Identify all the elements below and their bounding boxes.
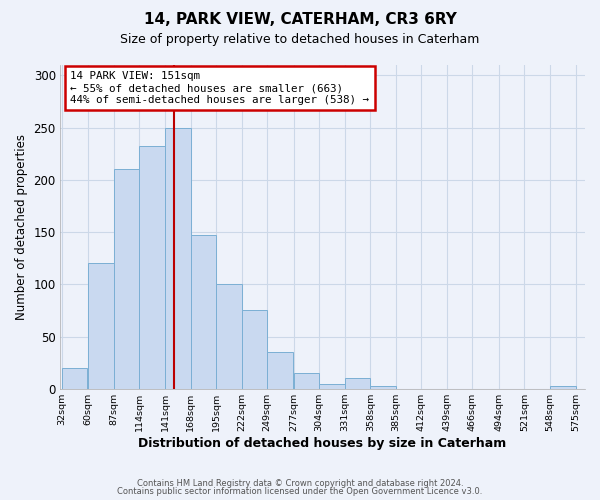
- Text: Size of property relative to detached houses in Caterham: Size of property relative to detached ho…: [121, 32, 479, 46]
- Bar: [88, 264, 114, 389]
- Bar: [114, 170, 139, 389]
- X-axis label: Distribution of detached houses by size in Caterham: Distribution of detached houses by size …: [139, 437, 506, 450]
- Bar: [345, 378, 370, 389]
- Text: 14 PARK VIEW: 151sqm
← 55% of detached houses are smaller (663)
44% of semi-deta: 14 PARK VIEW: 151sqm ← 55% of detached h…: [70, 72, 370, 104]
- Bar: [242, 310, 267, 389]
- Text: Contains HM Land Registry data © Crown copyright and database right 2024.: Contains HM Land Registry data © Crown c…: [137, 478, 463, 488]
- Bar: [139, 146, 165, 389]
- Bar: [191, 235, 216, 389]
- Y-axis label: Number of detached properties: Number of detached properties: [15, 134, 28, 320]
- Bar: [216, 284, 242, 389]
- Bar: [165, 128, 191, 389]
- Bar: [319, 384, 345, 389]
- Text: Contains public sector information licensed under the Open Government Licence v3: Contains public sector information licen…: [118, 487, 482, 496]
- Bar: [62, 368, 88, 389]
- Text: 14, PARK VIEW, CATERHAM, CR3 6RY: 14, PARK VIEW, CATERHAM, CR3 6RY: [143, 12, 457, 28]
- Bar: [293, 373, 319, 389]
- Bar: [267, 352, 293, 389]
- Bar: [550, 386, 575, 389]
- Bar: [370, 386, 396, 389]
